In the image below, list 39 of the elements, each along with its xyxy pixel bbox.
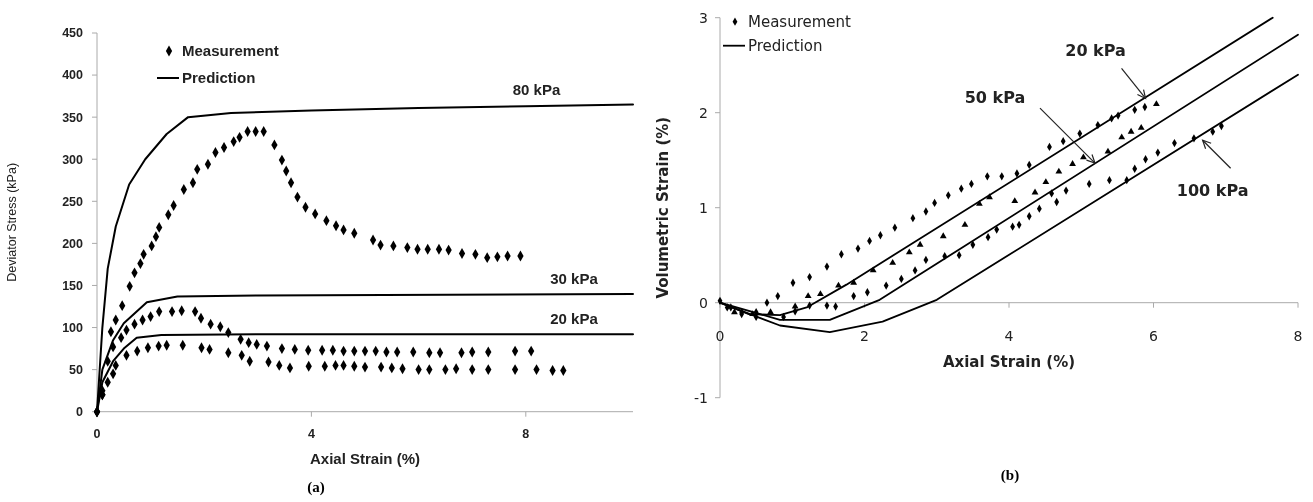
annotation: 20 kPa — [1065, 41, 1126, 61]
x-tick-label: 0 — [93, 426, 101, 441]
annotation: 80 kPa — [512, 80, 561, 98]
y-tick-label: -1 — [694, 389, 708, 406]
y-tick-label: 0 — [699, 294, 708, 311]
text: (a) — [307, 479, 325, 496]
y-tick-label: 100 — [62, 320, 84, 335]
annotation: 30 kPa — [550, 269, 599, 287]
x-tick-label: 6 — [1149, 327, 1159, 344]
y-tick-label: 450 — [62, 26, 84, 41]
y-tick-label: 300 — [62, 152, 84, 167]
x-tick-label: 4 — [1004, 327, 1014, 344]
y-tick-label: 50 — [69, 363, 84, 377]
text: (b) — [1000, 467, 1020, 484]
y-tick-label: 400 — [62, 68, 84, 83]
annotation: 20 kPa — [550, 310, 599, 328]
x-axis-title: Axial Strain (%) — [309, 449, 421, 467]
x-tick-label: 8 — [1293, 327, 1303, 344]
y-tick-label: 350 — [62, 110, 84, 125]
y-tick-label: 2 — [699, 104, 708, 121]
y-tick-label: 0 — [76, 405, 84, 420]
x-tick-label: 2 — [860, 327, 869, 344]
y-tick-label: 250 — [62, 194, 84, 209]
legend-label: Measurement — [182, 42, 279, 60]
y-tick-label: 1 — [699, 199, 708, 216]
annotation: 50 kPa — [964, 87, 1026, 107]
x-tick-label: 8 — [522, 426, 530, 441]
y-tick-label: 3 — [699, 9, 708, 26]
annotation: 100 kPa — [1176, 180, 1249, 200]
legend-label: Prediction — [182, 69, 256, 87]
y-axis-title: Volumetric Strain (%) — [654, 116, 672, 299]
y-tick-label: 200 — [62, 236, 84, 251]
y-tick-label: 150 — [62, 278, 84, 293]
x-axis-title: Axial Strain (%) — [942, 352, 1076, 371]
legend-label: Measurement — [748, 12, 852, 31]
legend-label: Prediction — [748, 36, 823, 55]
x-tick-label: 4 — [307, 426, 315, 441]
y-axis-title: Deviator Stress (kPa) — [5, 162, 19, 282]
x-tick-label: 0 — [715, 327, 725, 344]
